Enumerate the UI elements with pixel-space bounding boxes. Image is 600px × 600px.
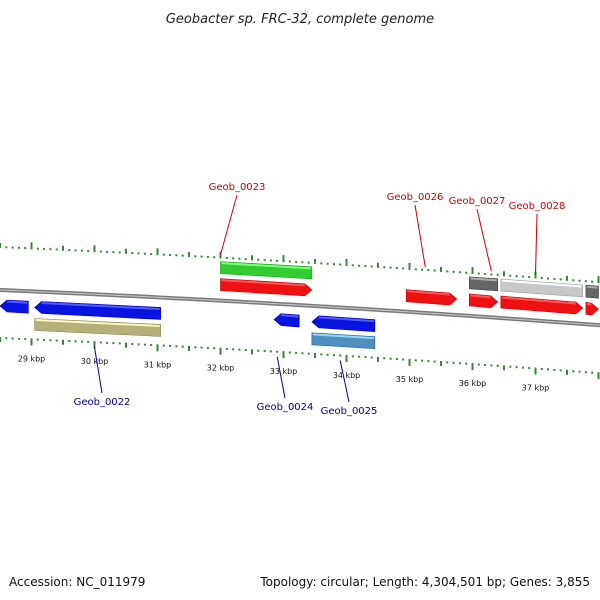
gene-label-text[interactable]: Geob_0025 [321,406,378,417]
gene-feature-f5 [220,278,313,297]
tick-label: 31 kbp [144,360,172,369]
gene-highlight [221,262,311,270]
gene-highlight [312,333,374,340]
tick-label: 34 kbp [333,371,361,380]
gene-label-geob_0028[interactable]: Geob_0028 [509,201,566,275]
tick-label: 29 kbp [18,354,46,363]
gene-label-text[interactable]: Geob_0023 [209,182,266,193]
gene-highlight [501,296,576,305]
genome-summary-text: Topology: circular; Length: 4,304,501 bp… [259,575,590,589]
gene-label-geob_0024[interactable]: Geob_0024 [257,356,314,413]
gene-feature-f8 [311,332,376,349]
tick-label: 36 kbp [459,379,487,388]
gene-shape [220,278,313,297]
gene-highlight [318,316,374,323]
gene-feature-f11 [469,276,499,292]
label-leader-line [220,194,238,255]
gene-feature-f2 [34,301,161,320]
gene-shape [34,301,161,320]
label-leader-line [414,204,426,268]
gene-highlight [221,279,305,287]
gene-highlight [586,302,592,306]
gene-highlight [407,290,450,296]
gene-highlight [6,300,28,304]
genome-backbone-highlight [0,289,600,326]
gene-feature-f1 [0,299,29,314]
gene-feature-f12 [500,295,584,315]
gene-shape [220,261,313,280]
gene-feature-f3 [34,318,161,337]
label-leader-line [535,213,538,275]
gene-highlight [280,314,299,318]
gene-feature-f4 [220,261,313,280]
gene-highlight [501,279,582,288]
gene-highlight [470,294,491,299]
gene-label-text[interactable]: Geob_0022 [74,397,131,408]
gene-feature-f10 [469,293,499,309]
tick-label: 35 kbp [396,375,424,384]
gene-feature-f15 [585,284,599,299]
gene-label-geob_0027[interactable]: Geob_0027 [449,196,506,272]
gene-highlight [470,277,497,282]
tick-label: 33 kbp [270,367,298,376]
label-leader-line [276,356,286,399]
gene-feature-f14 [585,301,599,316]
gene-label-geob_0026[interactable]: Geob_0026 [387,192,444,268]
gene-shape [500,278,584,298]
gene-shape [585,301,599,316]
gene-label-geob_0022[interactable]: Geob_0022 [74,347,131,408]
backbone-layer [0,288,600,328]
gene-label-geob_0023[interactable]: Geob_0023 [209,182,266,255]
gene-shape [500,295,584,315]
label-leader-line [339,360,350,403]
gene-label-text[interactable]: Geob_0026 [387,192,444,203]
gene-highlight [41,301,160,310]
gene-feature-f9 [406,289,458,306]
map-title: Geobacter sp. FRC-32, complete genome [166,12,434,27]
gene-label-text[interactable]: Geob_0028 [509,201,566,212]
tick-label: 37 kbp [522,384,550,393]
tick-label: 32 kbp [207,364,235,373]
gene-highlight [35,318,160,327]
gene-feature-f13 [500,278,584,298]
feature-layer [0,261,599,349]
label-leader-line [94,347,103,394]
gene-feature-f6 [273,313,300,328]
accession-text: Accession: NC_011979 [9,575,145,589]
tick-layer: 29 kbp 30 kbp 31 kbp 32 kbp 33 kbp 34 kbp 35 k… [0,242,600,393]
gene-shape [34,318,161,337]
gene-highlight [586,285,598,289]
label-layer: Geob_0022 Geob_0023 Geob_0024 Geob_0025 Geob… [74,182,566,417]
gene-label-geob_0025[interactable]: Geob_0025 [321,360,378,417]
gene-feature-f7 [311,315,376,332]
gene-label-text[interactable]: Geob_0027 [449,196,506,207]
gene-label-text[interactable]: Geob_0024 [257,402,314,413]
label-leader-line [476,208,492,272]
tick-label: 30 kbp [81,357,109,366]
